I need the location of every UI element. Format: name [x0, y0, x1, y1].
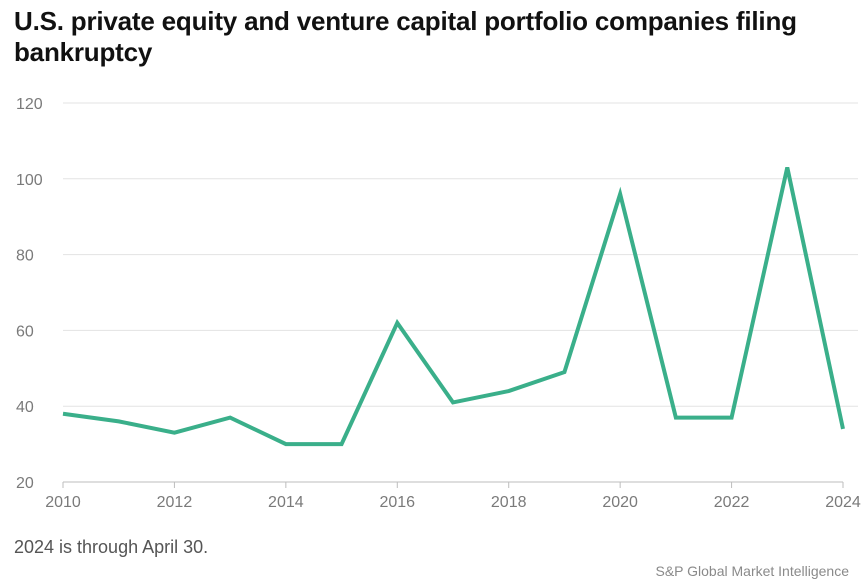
gridlines	[63, 102, 858, 407]
x-tick-label: 2020	[602, 494, 638, 511]
series-line	[62, 166, 845, 447]
y-tick-label: 80	[16, 248, 34, 265]
y-tick-label: 120	[16, 96, 43, 113]
y-tick-label: 100	[16, 172, 43, 189]
y-tick-label: 20	[16, 475, 34, 492]
x-tick-label: 2014	[268, 494, 304, 511]
x-tick-label: 2016	[379, 494, 415, 511]
y-axis-ticks: 20 40 60 80 100 120	[16, 96, 43, 492]
x-tick-label: 2010	[45, 494, 81, 511]
chart-note: 2024 is through April 30.	[14, 537, 209, 557]
x-tick-label: 2022	[714, 494, 750, 511]
y-tick-label: 40	[16, 399, 34, 416]
series-layer	[62, 166, 845, 447]
y-tick-label: 60	[16, 323, 34, 340]
x-tick-label: 2012	[157, 494, 193, 511]
x-tick-label: 2024	[825, 494, 861, 511]
source-credit: S&P Global Market Intelligence	[655, 563, 849, 579]
x-tick-label: 2018	[491, 494, 527, 511]
x-axis-ticks: 2010 2012 2014 2016 2018 2020 2022 2024	[45, 482, 861, 511]
chart-title: U.S. private equity and venture capital …	[14, 6, 797, 67]
